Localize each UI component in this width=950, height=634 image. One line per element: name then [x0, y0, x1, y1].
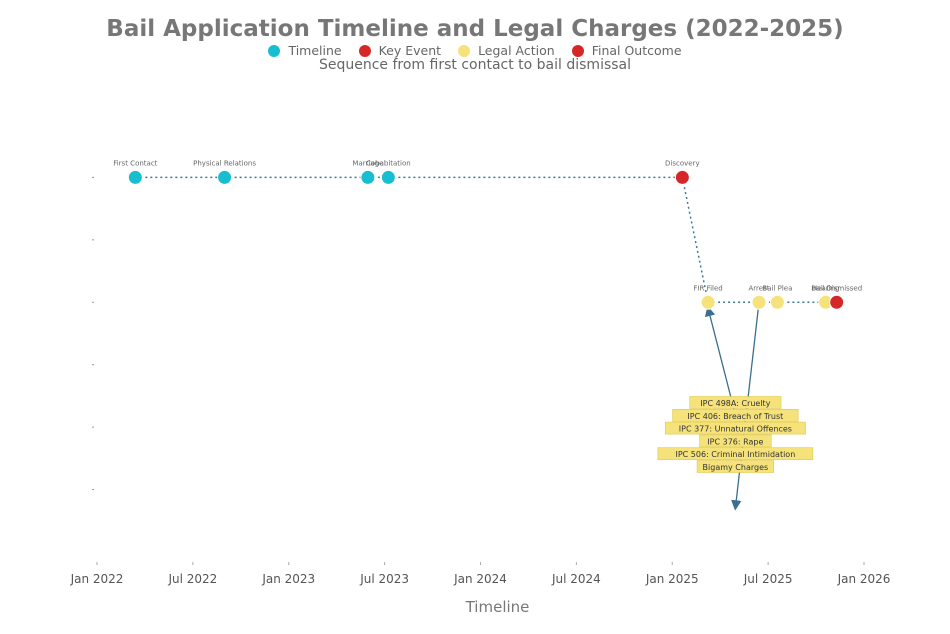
charge-label: IPC 377: Unnatural Offences	[679, 425, 792, 434]
charge-label-bg	[657, 447, 814, 461]
legend-label-final-outcome: Final Outcome	[591, 43, 682, 58]
charge-label: IPC 506: Criminal Intimidation	[675, 450, 795, 459]
legend-label-timeline: Timeline	[288, 43, 342, 58]
point-legal-action	[769, 294, 785, 310]
charge-label: Bigamy Charges	[703, 463, 769, 472]
charge-label: IPC 376: Rape	[707, 437, 763, 446]
legend-item-timeline[interactable]: Timeline	[268, 43, 342, 58]
x-tick-label: Jan 2023	[261, 572, 315, 586]
point-timeline	[360, 169, 376, 185]
x-tick-label: Jul 2025	[743, 572, 793, 586]
legend-label-key-event: Key Event	[378, 43, 442, 58]
point-label: FIR Filed	[693, 284, 722, 292]
point-label: First Contact	[113, 159, 157, 167]
point-key-event	[674, 169, 690, 185]
charge-label: IPC 406: Breach of Trust	[687, 412, 783, 421]
x-axis: Jan 2022 Jul 2022 Jan 2023 Jul 2023 Jan 2024…	[70, 562, 891, 586]
legend: Timeline Key Event Legal Action Final Ou…	[0, 43, 950, 58]
charge-label: IPC 498A: Cruelty	[700, 399, 770, 408]
legend-item-key-event[interactable]: Key Event	[358, 43, 442, 58]
point-timeline	[127, 169, 143, 185]
point-final-outcome	[829, 294, 845, 310]
charge-label-bg	[696, 460, 774, 473]
point-label: Hearing	[812, 284, 840, 292]
chart-subtitle: Sequence from first contact to bail dism…	[318, 57, 632, 73]
x-tick-label: Jul 2024	[551, 572, 601, 586]
legend-item-legal-action[interactable]: Legal Action	[458, 43, 555, 58]
point-label: Bail Dismissed	[811, 284, 862, 292]
charge-label-bg	[699, 434, 772, 448]
x-tick-label: Jan 2026	[837, 572, 891, 586]
point-label: Marriage	[352, 159, 383, 167]
x-tick-label: Jan 2025	[645, 572, 699, 586]
y-axis	[92, 176, 94, 491]
x-tick-label: Jul 2022	[167, 572, 217, 586]
point-timeline	[380, 169, 396, 185]
point-labels: First Contact Physical Relations MarriageC…	[113, 159, 862, 292]
point-label: Bail Plea	[762, 284, 792, 292]
legend-swatch-timeline	[268, 44, 281, 57]
point-label: Discovery	[665, 159, 700, 167]
series-connector	[681, 177, 709, 303]
charge-label-bg	[672, 408, 799, 422]
charges-box: IPC 498A: Cruelty IPC 406: Breach of Trus…	[657, 396, 814, 473]
legend-swatch-final-outcome	[571, 44, 584, 57]
point-label: Cohabitation	[366, 159, 411, 167]
point-legal-action	[751, 294, 767, 310]
x-axis-title: Timeline	[465, 598, 530, 616]
charge-label-bg	[689, 396, 782, 409]
x-tick-label: Jul 2023	[359, 572, 409, 586]
x-tick-label: Jan 2022	[70, 572, 124, 586]
legend-swatch-key-event	[358, 44, 371, 57]
legend-label-legal-action: Legal Action	[478, 43, 555, 58]
series-lines	[135, 176, 837, 304]
x-tick-label: Jan 2024	[453, 572, 507, 586]
chart-title: Bail Application Timeline and Legal Char…	[106, 16, 844, 42]
legend-swatch-legal-action	[458, 44, 471, 57]
point-label: Physical Relations	[193, 159, 256, 167]
point-legal-action	[700, 294, 716, 310]
legend-item-final-outcome[interactable]: Final Outcome	[571, 43, 682, 58]
charge-label-bg	[664, 421, 806, 435]
point-timeline	[217, 169, 233, 185]
point-label: Arrest	[749, 284, 770, 292]
series-points	[127, 169, 845, 310]
